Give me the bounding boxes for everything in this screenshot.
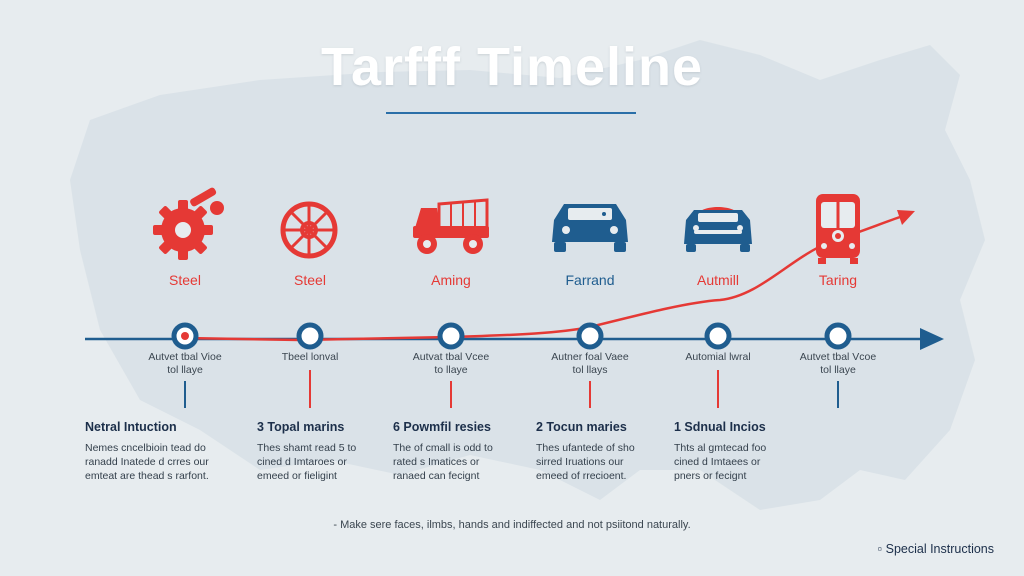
page-title: Tarfff Timeline <box>320 37 704 97</box>
timeline-node-4 <box>576 322 604 350</box>
timeline-node-1 <box>171 322 199 350</box>
timeline-node-3 <box>437 322 465 350</box>
special-instructions-label: ▫ Special Instructions <box>877 542 994 556</box>
node-label-3: Aming <box>431 272 471 288</box>
wheel-icon <box>280 201 338 259</box>
block-heading: 2 Tocun maries <box>536 420 627 434</box>
description-block-4: 2 Tocun maries Thes ufantede of sho sirre… <box>536 420 706 483</box>
node-caption-3: Autvat tbal Vcee to llaye <box>412 351 490 376</box>
block-text: Thes shamt read 5 to cined d Imtaroes or e… <box>257 442 357 482</box>
block-text: The of cmall is odd to rated s Imatices o… <box>393 442 493 482</box>
description-block-2: 3 Topal marins Thes shamt read 5 to cined… <box>257 420 427 483</box>
footnote: - Make sere faces, ilmbs, hands and indi… <box>333 519 691 531</box>
trend-arrowhead <box>897 210 915 225</box>
us-map-silhouette <box>70 40 985 510</box>
car-icon <box>552 204 628 252</box>
bus-icon <box>816 194 860 264</box>
block-text: Nemes cncelbioin tead do ranadd Inatede d… <box>85 442 209 482</box>
truck-icon <box>413 198 489 254</box>
block-heading: 6 Powmfil resies <box>393 420 491 434</box>
gear-icon <box>153 187 224 260</box>
node-label-2: Steel <box>294 272 326 288</box>
node-label-6: Taring <box>818 272 858 288</box>
node-caption-2: Tbeel lonval <box>281 351 339 363</box>
block-heading: 3 Topal marins <box>257 420 345 434</box>
node-label-5: Autmill <box>696 272 739 288</box>
title-divider <box>386 112 636 114</box>
timeline-node-5 <box>704 322 732 350</box>
timeline-arrowhead <box>920 328 944 350</box>
description-block-1: Netral Intuction Nemes cncelbioin tead d… <box>85 420 255 483</box>
timeline-node-2 <box>296 322 324 350</box>
timeline-node-6 <box>824 322 852 350</box>
description-block-3: 6 Powmfil resies The of cmall is odd to r… <box>393 420 563 483</box>
node-caption-1: Autvet tbal Vioe tol llaye <box>148 351 222 376</box>
block-text: Thts al gmtecad foo cined d Imtaees or pne… <box>674 442 767 482</box>
node-label-1: Steel <box>169 272 201 288</box>
node-caption-5: Automial lwral <box>685 351 751 363</box>
block-text: Thes ufantede of sho sirred Iruations our… <box>536 442 635 482</box>
sedan-icon <box>684 207 752 252</box>
node-label-4: Farrand <box>565 272 615 288</box>
block-heading: 1 Sdnual Incios <box>674 420 766 434</box>
block-heading: Netral Intuction <box>85 420 177 434</box>
node-caption-4: Autner foal Vaee tol llays <box>551 351 629 376</box>
node-caption-6: Autvet tbal Vcoe tol llaye <box>799 351 877 376</box>
description-block-5: 1 Sdnual Incios Thts al gmtecad foo cined… <box>674 420 844 483</box>
